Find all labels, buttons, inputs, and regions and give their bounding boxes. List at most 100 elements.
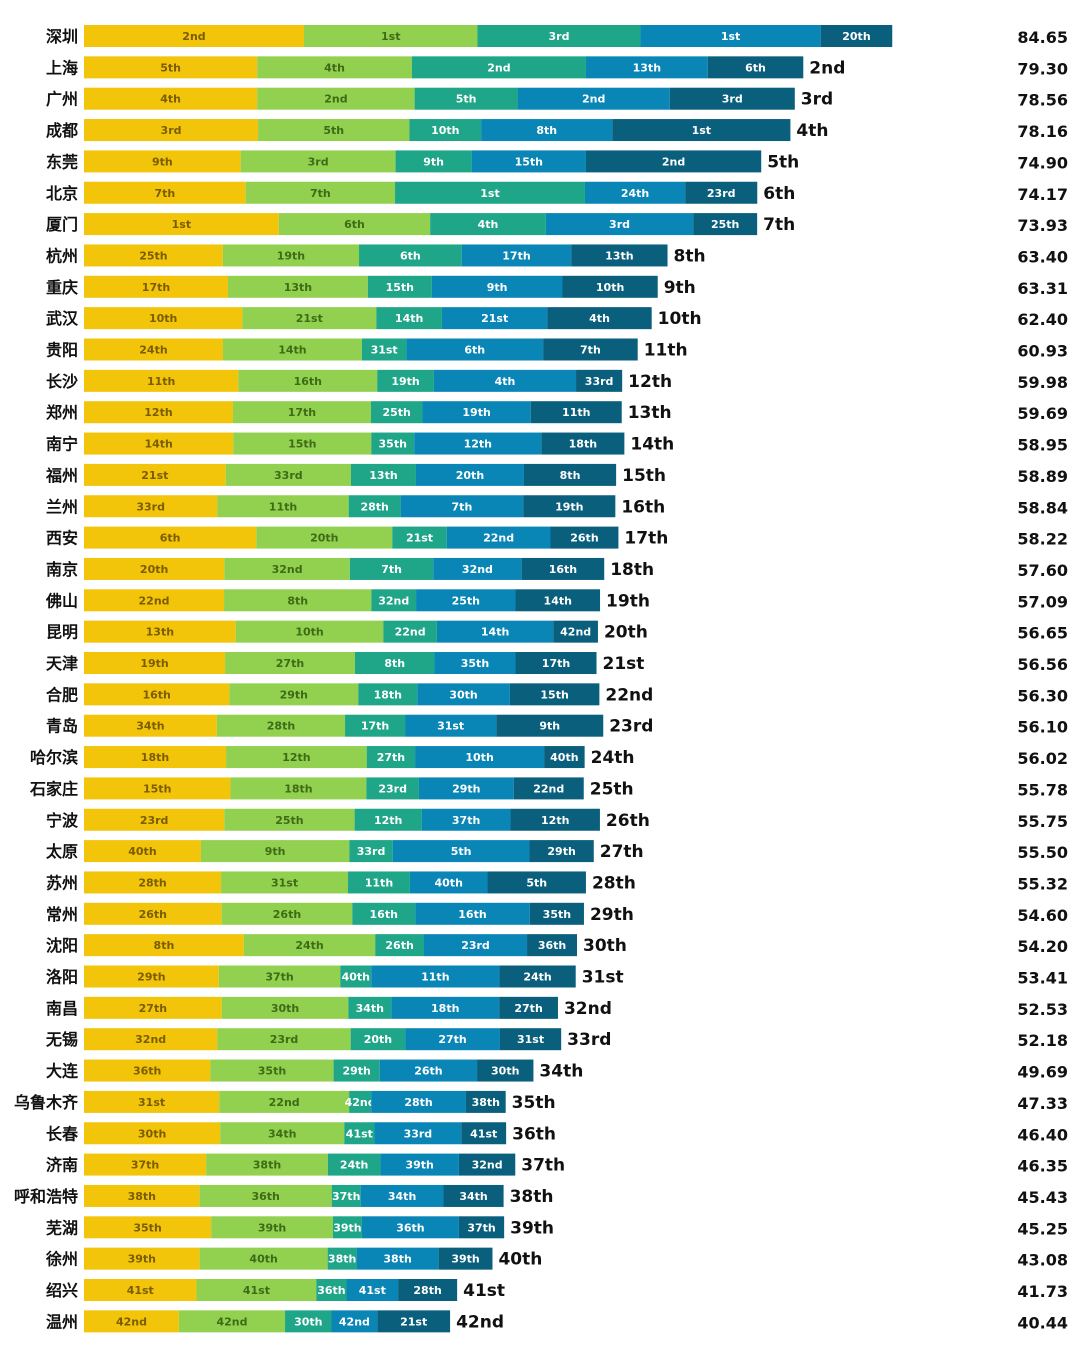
bar-segment (84, 1153, 207, 1176)
bar-segment (84, 1216, 212, 1239)
segment-rank-label: 28th (404, 1096, 432, 1109)
segment-rank-label: 8th (560, 469, 581, 482)
score-value: 57.09 (1017, 592, 1068, 611)
segment-rank-label: 16th (549, 563, 577, 576)
bar-segment (84, 965, 219, 988)
segment-rank-label: 29th (280, 688, 308, 701)
segment-rank-label: 3rd (548, 30, 569, 43)
score-value: 55.75 (1017, 812, 1068, 831)
city-label: 苏州 (46, 873, 78, 892)
segment-rank-label: 3rd (161, 124, 182, 137)
city-label: 西安 (46, 529, 78, 548)
segment-rank-label: 17th (542, 657, 570, 670)
bar-row: 成都 3rd 5th 10th 8th 1st 4th 78.16 (46, 119, 1068, 142)
segment-rank-label: 14th (278, 344, 306, 357)
score-value: 59.98 (1017, 373, 1068, 392)
bar-segment (360, 1184, 444, 1207)
segment-rank-label: 19th (555, 500, 583, 513)
segment-rank-label: 2nd (487, 61, 510, 74)
city-label: 重庆 (46, 278, 78, 297)
city-label: 成都 (46, 121, 78, 140)
segment-rank-label: 11th (147, 375, 175, 388)
segment-rank-label: 30th (491, 1065, 519, 1078)
segment-rank-label: 37th (332, 1190, 360, 1203)
bar-segment (346, 1279, 399, 1301)
segment-rank-label: 16th (370, 908, 398, 921)
overall-rank-label: 28th (592, 873, 636, 893)
segment-rank-label: 30th (294, 1315, 322, 1328)
segment-rank-label: 7th (310, 187, 331, 200)
segment-rank-label: 21st (400, 1315, 427, 1328)
segment-rank-label: 6th (464, 344, 485, 357)
city-label: 佛山 (45, 591, 78, 610)
bar-segment (517, 87, 670, 110)
bar-segment (84, 1247, 200, 1270)
segment-rank-label: 15th (386, 281, 414, 294)
bar-segment (211, 1216, 333, 1239)
segment-rank-label: 21st (481, 312, 508, 325)
bar-segment (358, 683, 418, 706)
bar-segment (612, 119, 791, 142)
segment-rank-label: 12th (541, 814, 569, 827)
city-label: 南京 (46, 560, 78, 579)
bar-segment (379, 1059, 478, 1082)
segment-rank-label: 27th (514, 1002, 542, 1015)
bar-segment (217, 1028, 351, 1051)
overall-rank-label: 24th (591, 748, 635, 768)
score-value: 46.40 (1017, 1125, 1068, 1144)
bar-row: 昆明 13th 10th 22nd 14th 42nd 20th 56.65 (46, 620, 1068, 643)
bar-segment (380, 1153, 459, 1176)
city-label: 长沙 (46, 372, 78, 391)
bar-row: 深圳 2nd 1st 3rd 1st 20th 84.65 (46, 25, 1068, 47)
segment-rank-label: 13th (146, 626, 174, 639)
bar-segment (820, 25, 893, 47)
segment-rank-label: 12th (374, 814, 402, 827)
segment-rank-label: 39th (405, 1159, 433, 1172)
bar-segment (361, 338, 407, 361)
bar-segment (84, 996, 222, 1019)
segment-rank-label: 31st (138, 1096, 165, 1109)
bar-segment (477, 1059, 534, 1082)
segment-rank-label: 28th (360, 500, 388, 513)
bar-segment (235, 620, 384, 643)
overall-rank-label: 21st (603, 654, 645, 674)
score-value: 45.25 (1017, 1219, 1068, 1238)
bar-segment (414, 87, 518, 110)
city-label: 厦门 (46, 215, 78, 234)
score-value: 74.90 (1017, 153, 1068, 172)
segment-rank-label: 26th (385, 939, 413, 952)
segment-rank-label: 19th (140, 657, 168, 670)
city-label: 昆明 (46, 623, 78, 642)
bar-segment (640, 25, 821, 47)
bar-segment (84, 1090, 220, 1113)
segment-rank-label: 32nd (272, 563, 303, 576)
bar-segment (434, 652, 516, 674)
overall-rank-label: 18th (610, 560, 654, 580)
segment-rank-label: 10th (596, 281, 624, 294)
segment-rank-label: 18th (141, 751, 169, 764)
bar-segment (230, 777, 367, 800)
bar-segment (584, 181, 686, 204)
segment-rank-label: 27th (438, 1033, 466, 1046)
segment-rank-label: 16th (294, 375, 322, 388)
bar-row: 济南 37th 38th 24th 39th 32nd 37th 46.35 (46, 1153, 1068, 1176)
segment-rank-label: 34th (459, 1190, 487, 1203)
score-value: 55.50 (1017, 843, 1068, 862)
segment-rank-label: 32nd (462, 563, 493, 576)
segment-rank-label: 41st (243, 1284, 270, 1297)
segment-rank-label: 11th (365, 876, 393, 889)
bar-segment (84, 746, 227, 769)
overall-rank-label: 17th (624, 529, 668, 549)
bar-segment (331, 1310, 378, 1333)
segment-rank-label: 33rd (274, 469, 303, 482)
score-value: 73.93 (1017, 216, 1068, 235)
bar-segment (232, 401, 371, 424)
bar-segment (391, 996, 500, 1019)
segment-rank-label: 10th (295, 626, 323, 639)
overall-rank-label: 7th (763, 215, 795, 235)
bar-row: 洛阳 29th 37th 40th 11th 24th 31st 53.41 (46, 965, 1068, 988)
bar-segment (333, 1059, 380, 1082)
segment-rank-label: 20th (842, 30, 870, 43)
bar-row: 郑州 12th 17th 25th 19th 11th 13th 59.69 (46, 401, 1068, 424)
bar-segment (350, 463, 416, 486)
